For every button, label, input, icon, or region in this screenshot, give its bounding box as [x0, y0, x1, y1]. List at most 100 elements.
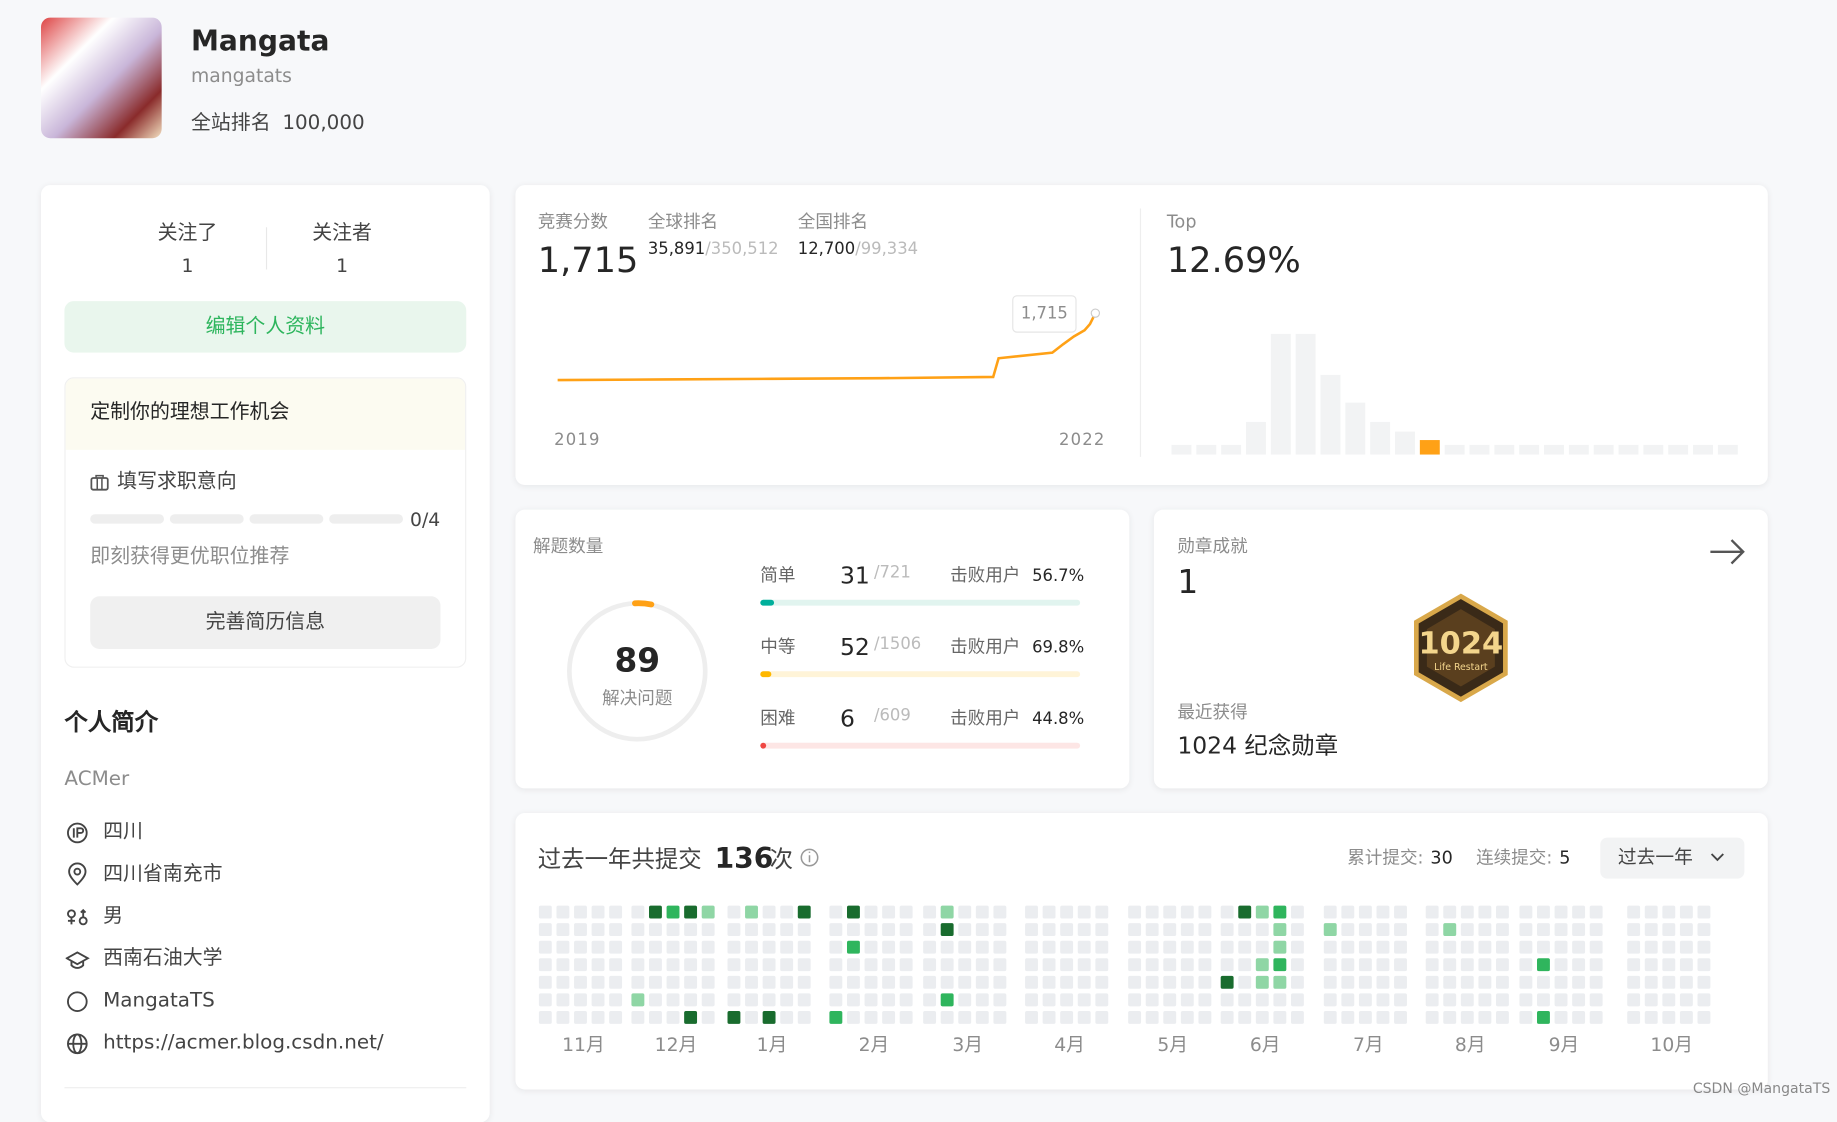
- heat-cell: [1496, 993, 1509, 1007]
- heat-cell-active: [1255, 975, 1269, 989]
- difficulty-name: 简单: [760, 564, 796, 586]
- heat-cell: [780, 975, 794, 989]
- heat-cell: [745, 958, 758, 972]
- heat-cell: [1443, 993, 1457, 1007]
- heat-cell: [1025, 940, 1038, 954]
- heat-cell: [1679, 975, 1693, 989]
- bio-item[interactable]: https://acmer.blog.csdn.net/: [103, 1030, 384, 1055]
- heat-cell-active: [1273, 958, 1287, 972]
- heat-cell: [1627, 958, 1641, 972]
- national-rank: 12,700/99,334: [798, 241, 918, 257]
- heat-cell: [1290, 993, 1304, 1007]
- heat-cell: [762, 975, 776, 989]
- heat-cell: [1644, 923, 1658, 937]
- heat-cell: [1095, 975, 1109, 989]
- streak-label: 连续提交:: [1476, 846, 1553, 869]
- heat-cell: [591, 940, 605, 954]
- month-label: 4月: [1054, 1033, 1085, 1056]
- distribution-bar: [1519, 444, 1540, 455]
- heat-cell: [1376, 905, 1390, 919]
- heat-cell: [1554, 1011, 1568, 1024]
- heat-cell: [649, 975, 662, 989]
- heat-cell: [1180, 905, 1194, 919]
- difficulty-total: /721: [873, 563, 911, 583]
- beat-value: 44.8%: [1032, 709, 1085, 729]
- heat-cell: [631, 940, 645, 954]
- heat-cell: [649, 958, 662, 972]
- heat-cell-active: [940, 923, 954, 937]
- bio-item: 四川省南充市: [103, 862, 223, 886]
- heat-cell: [727, 905, 741, 919]
- heat-cell: [958, 1011, 972, 1024]
- heat-cell: [1128, 923, 1142, 937]
- following-label[interactable]: 关注了: [157, 221, 218, 245]
- heat-cell: [846, 975, 860, 989]
- heat-cell: [846, 993, 860, 1007]
- heat-cell: [864, 905, 878, 919]
- heat-cell: [574, 993, 587, 1007]
- edit-profile-button[interactable]: 编辑个人资料: [64, 301, 467, 353]
- heat-cell: [1341, 923, 1355, 937]
- heat-cell: [797, 975, 811, 989]
- bio-item: 四川: [103, 820, 143, 844]
- heat-cell: [1273, 993, 1287, 1007]
- heat-cell: [923, 975, 937, 989]
- range-label[interactable]: 过去一年: [1617, 845, 1693, 869]
- heat-cell: [864, 923, 878, 937]
- heat-cell: [1095, 1011, 1109, 1024]
- heat-cell: [1697, 905, 1711, 919]
- watermark: CSDN @MangataTS: [1692, 1080, 1831, 1097]
- heat-cell: [556, 923, 570, 937]
- heat-cell: [538, 993, 552, 1007]
- heat-cell: [958, 923, 972, 937]
- heat-cell: [958, 940, 972, 954]
- heat-cell: [1496, 958, 1509, 972]
- heat-cell: [1644, 975, 1658, 989]
- resume-button[interactable]: 完善简历信息: [90, 596, 441, 650]
- heatmap-title: 过去一年共提交: [537, 844, 702, 873]
- heat-cell: [745, 923, 758, 937]
- heat-cell: [1145, 1011, 1159, 1024]
- info-icon[interactable]: [800, 848, 819, 867]
- heat-cell: [923, 905, 937, 919]
- heat-cell: [1697, 940, 1711, 954]
- heat-cell: [1554, 958, 1568, 972]
- heat-cell: [538, 958, 552, 972]
- heat-cell: [1128, 958, 1142, 972]
- heat-cell: [727, 975, 741, 989]
- heat-cell: [958, 958, 972, 972]
- difficulty-total: /609: [873, 706, 911, 726]
- bio-item[interactable]: MangataTS: [103, 988, 215, 1013]
- heat-cell: [1443, 958, 1457, 972]
- heat-cell: [1662, 923, 1676, 937]
- heat-cell-active: [701, 905, 715, 919]
- heat-cell: [591, 923, 605, 937]
- heat-cell: [882, 958, 896, 972]
- heat-cell: [701, 940, 715, 954]
- heat-cell: [1358, 975, 1372, 989]
- heat-cell: [1358, 993, 1372, 1007]
- heat-cell: [1042, 958, 1056, 972]
- month-label: 7月: [1352, 1033, 1384, 1056]
- heat-cell: [1460, 1011, 1474, 1024]
- heat-cell: [975, 1011, 989, 1024]
- range-dropdown[interactable]: [1600, 837, 1745, 879]
- heat-cell: [1290, 975, 1304, 989]
- heat-cell: [649, 940, 662, 954]
- heat-cell: [958, 905, 972, 919]
- heat-cell: [1341, 975, 1355, 989]
- distribution-bar: [1693, 444, 1713, 455]
- followers-label[interactable]: 关注者: [312, 221, 372, 245]
- heat-cell: [1163, 905, 1177, 919]
- heat-cell: [1255, 923, 1269, 937]
- month-label: 2月: [858, 1033, 890, 1056]
- heat-cell: [1180, 1011, 1194, 1024]
- heat-cell: [1220, 1011, 1234, 1024]
- arrow-icon[interactable]: [1710, 539, 1745, 565]
- heat-cell: [899, 905, 913, 919]
- heat-cell: [1679, 958, 1693, 972]
- heat-cell: [1358, 923, 1372, 937]
- job-item[interactable]: 填写求职意向: [117, 469, 237, 494]
- progress-fill: [760, 742, 767, 749]
